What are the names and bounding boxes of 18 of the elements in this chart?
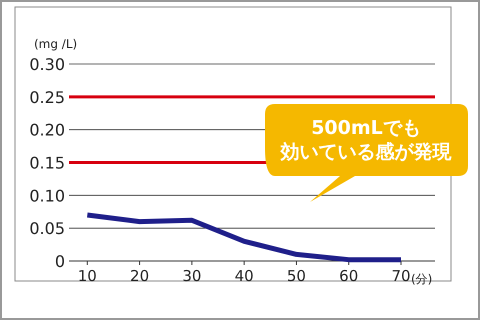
- x-tick-label: 60: [339, 267, 358, 285]
- x-axis-title: (分): [411, 272, 432, 286]
- x-tick-label: 70: [391, 267, 411, 285]
- y-tick-label: 0.15: [29, 154, 65, 172]
- y-tick-label: 0.05: [29, 219, 65, 238]
- y-tick-label: 0.30: [29, 55, 65, 74]
- y-tick-label: 0.10: [29, 186, 65, 206]
- annotation: 効いている感が発現: [280, 141, 452, 163]
- y-tick-label: 0.25: [29, 88, 65, 107]
- x-tick-label: 10: [78, 267, 97, 285]
- x-tick-label: 40: [234, 267, 254, 285]
- x-tick-label: 50: [286, 267, 306, 285]
- x-tick-label: 30: [182, 267, 202, 285]
- y-axis-title: (mg /L): [34, 37, 78, 51]
- y-tick-label: 0: [54, 252, 65, 271]
- y-tick-label: 0.20: [29, 120, 65, 140]
- x-tick-label: 20: [130, 267, 150, 285]
- annotation: 500mLでも: [311, 117, 421, 139]
